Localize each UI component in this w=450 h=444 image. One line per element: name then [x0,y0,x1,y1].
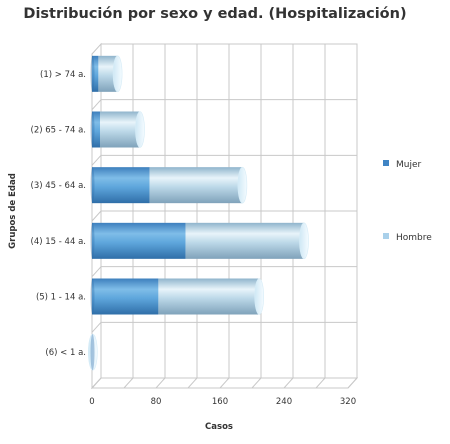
chart-title: Distribución por sexo y edad. (Hospitali… [23,6,407,22]
legend-item-hombre[interactable]: Hombre [383,233,432,243]
bar-hombre-3 [149,167,243,204]
legend-label-hombre: Hombre [396,233,432,243]
bar-mujer-1 [92,55,99,92]
x-tick-label: 80 [151,397,162,407]
y-axis-title: Grupos de Edad [8,173,18,249]
bar-mujer-3 [92,167,150,204]
bar-hombre-1 [98,55,118,92]
x-tick-label: 320 [340,397,356,407]
gridline-floor [155,377,166,389]
legend-item-mujer[interactable]: Mujer [383,160,421,170]
bar-hombre-5 [158,278,260,315]
bar-end-cap-5 [254,278,265,315]
bar-mujer-2 [92,111,100,148]
x-tick-label: 240 [276,397,292,407]
bar-start-cap-2 [90,111,95,148]
x-tick-label: 160 [212,397,228,407]
y-category-label: (6) < 1 a. [45,348,86,358]
gridline-floor [315,377,326,389]
y-category-label: (2) 65 - 74 a. [31,126,86,136]
gridline-floor [91,377,102,389]
bar-start-cap-6 [90,334,95,371]
gridline-floor [283,377,294,389]
gridline-floor [251,377,262,389]
bar-start-cap-1 [90,55,95,92]
y-category-label: (4) 15 - 44 a. [31,237,86,247]
gridline-h-left [91,154,102,166]
gridline-floor [123,377,134,389]
gridline-floor [219,377,230,389]
gridline-h-left [91,99,102,111]
legend-label-mujer: Mujer [396,160,422,170]
bar-hombre-2 [100,111,140,148]
bar-end-cap-6 [88,333,98,371]
gridline-h-left [91,321,102,333]
gridline-floor [347,377,358,389]
y-category-label: (3) 45 - 64 a. [31,181,86,191]
y-category-label: (5) 1 - 14 a. [36,293,86,303]
gridline-floor [187,377,198,389]
gridline-h-left [91,266,102,278]
bar-start-cap-3 [90,167,95,204]
bar-end-cap-3 [237,166,248,204]
gridline-h-left [91,210,102,222]
x-tick-label: 0 [89,397,94,407]
legend-swatch-mujer [383,160,389,166]
legend-swatch-hombre [383,233,389,239]
bar-end-cap-1 [112,55,123,93]
bar-start-cap-4 [90,222,95,259]
bar-start-cap-5 [90,278,95,315]
bar-hombre-4 [185,222,304,259]
y-category-label: (1) > 74 a. [40,70,86,80]
bar-mujer-5 [92,278,159,315]
bar-end-cap-4 [299,222,309,260]
x-axis-title: Casos [205,422,233,432]
bar-mujer-4 [92,222,186,259]
bar-end-cap-2 [135,111,145,148]
